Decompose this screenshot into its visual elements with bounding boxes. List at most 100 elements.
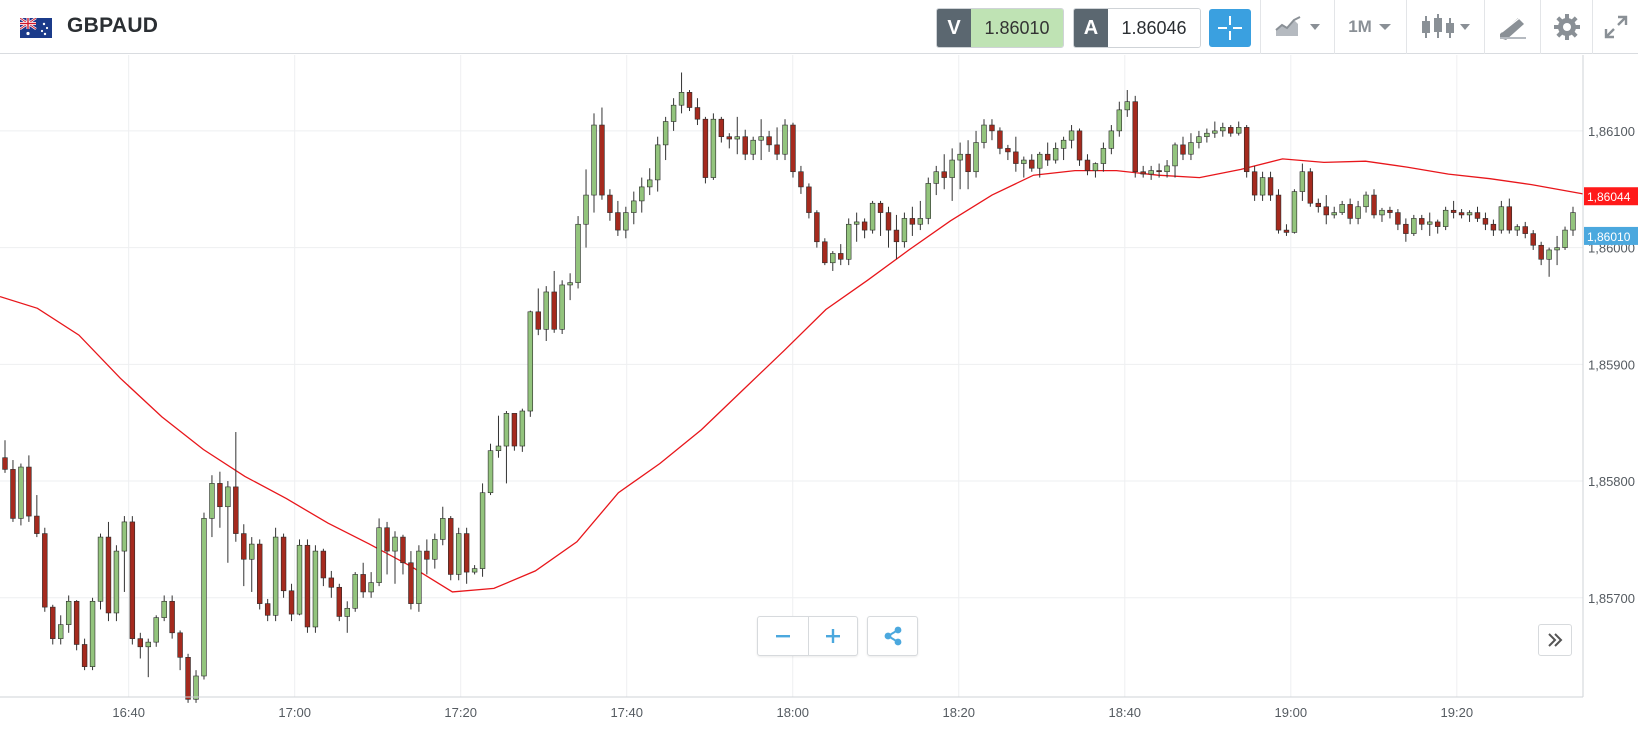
candle-body [336,586,342,617]
candle-body [280,536,287,592]
scroll-to-latest-button[interactable] [1538,624,1572,656]
ask-price-tag [1584,187,1638,206]
share-icon [884,626,901,646]
zoom-in-button[interactable] [807,617,858,655]
candle-body [567,282,573,286]
candle-body [599,124,605,196]
candle-body [1220,127,1226,132]
y-tick-label: 1,85700 [1588,591,1635,606]
candle-body [1355,206,1361,219]
candle-body [81,644,88,667]
candle [1331,206,1337,219]
price-chart[interactable]: 1,861001,860001,859001,858001,8570016:40… [0,55,1638,731]
buy-price-button[interactable]: A 1.86046 [1073,8,1201,48]
candle [479,483,486,577]
crosshair-button[interactable] [1209,9,1251,47]
candle-body [718,118,725,138]
candle-body [241,533,247,560]
candle-body [137,638,144,648]
candle-style-dropdown[interactable] [1408,0,1484,54]
candle [527,310,534,417]
candle [933,165,939,196]
candle-body [575,223,581,283]
candle [583,169,589,248]
candle-body [1379,209,1385,216]
x-tick-label: 17:00 [278,705,311,720]
settings-button[interactable] [1542,0,1592,54]
candle [328,570,335,598]
candle [89,597,96,671]
candle-body [814,212,820,243]
candle-body [455,533,462,575]
candle-body [408,562,414,604]
candle-body [1339,204,1345,213]
area-chart-icon [1275,16,1320,36]
chart-axes: 1,861001,860001,859001,858001,8570016:40… [0,55,1635,720]
zoom-out-button[interactable] [758,617,808,655]
candle-body [73,600,80,645]
candle [1514,224,1520,236]
candle-body [1180,144,1186,155]
buy-price: 1.86046 [1108,9,1200,47]
x-tick-label: 18:40 [1109,705,1142,720]
candle-body [1442,209,1449,227]
candle-body [1347,204,1353,219]
share-button[interactable] [868,617,917,655]
candle [1076,128,1083,166]
candle [1068,125,1075,149]
candle-body [18,466,24,519]
candle-body [678,92,685,106]
candle-body [909,218,916,225]
candle-body [511,413,518,447]
candle-body [185,657,191,700]
candle-body [631,200,637,213]
sell-price-button[interactable]: V 1.86010 [936,8,1064,48]
candle [607,189,613,221]
candle-body [543,291,549,330]
candle-body [113,550,120,614]
candle-body [257,543,263,604]
fullscreen-button[interactable] [1594,0,1638,54]
candle-body [877,202,884,213]
candle-body [121,521,128,552]
candle [81,638,88,671]
timeframe-dropdown[interactable]: 1M [1336,0,1406,54]
candle [65,595,72,633]
candle-body [662,121,669,146]
candle-body [830,253,836,264]
candle-body [1434,221,1441,227]
candle [893,214,900,260]
candle [42,527,48,612]
candle-body [34,515,40,534]
x-tick-label: 18:00 [776,705,809,720]
candle [973,130,979,178]
minus-icon [775,635,790,638]
candle-body [1005,148,1011,153]
candle [304,539,311,633]
candle-body [217,483,223,508]
candle [1315,198,1321,213]
drawing-tools-button[interactable] [1486,0,1540,54]
candle-body [416,550,422,604]
candle-body [1514,226,1520,231]
candle-body [623,212,629,231]
candle [1307,168,1314,207]
candle-body [1251,171,1258,196]
candle [726,133,733,149]
candle-body [917,218,924,225]
candle [225,481,231,563]
candle-body [463,533,470,573]
candle [511,413,518,451]
candle [647,168,653,196]
candle [145,638,151,678]
candle [1275,189,1282,234]
candle [1299,163,1306,201]
candle [885,206,892,248]
candle-body [893,229,900,243]
candle [1092,162,1099,178]
candle-body [1299,171,1306,192]
candle [567,273,573,301]
chart-type-dropdown[interactable] [1262,0,1334,54]
candle [742,129,748,161]
candle [503,411,510,484]
